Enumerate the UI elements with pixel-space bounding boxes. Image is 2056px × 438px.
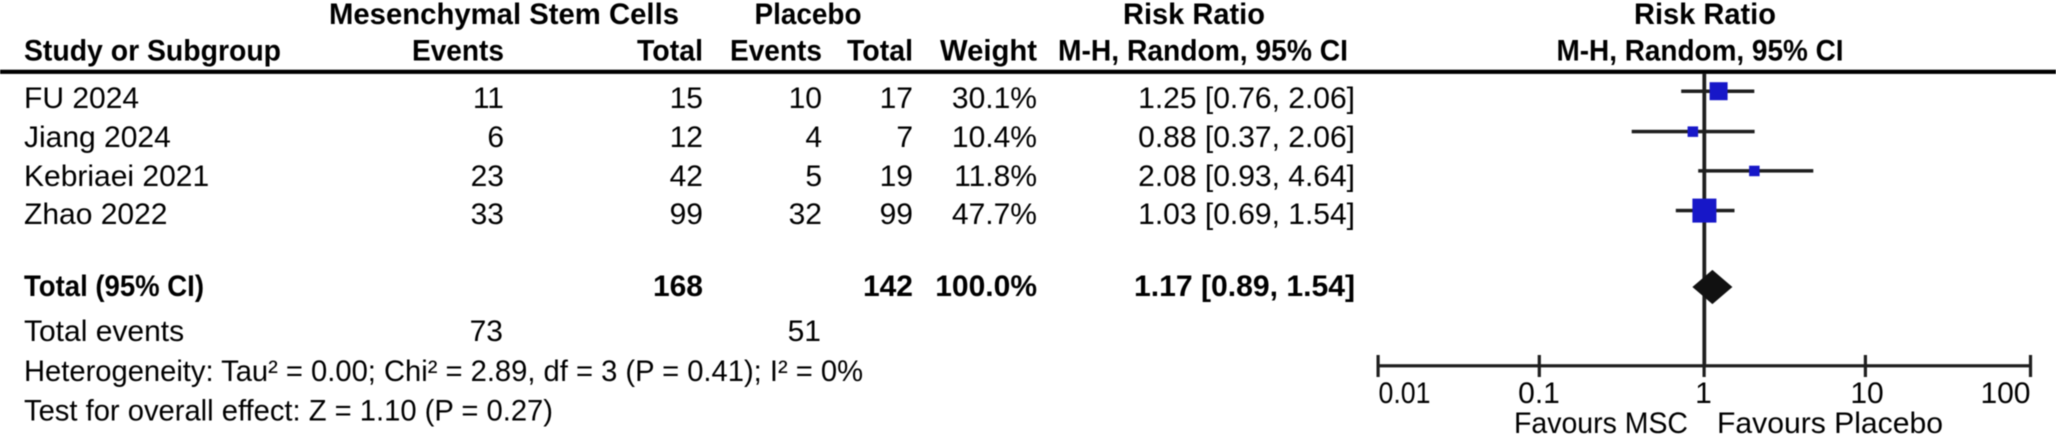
svg-text:73: 73	[470, 315, 503, 348]
svg-text:10.4%: 10.4%	[952, 121, 1037, 154]
svg-text:Placebo: Placebo	[755, 0, 862, 31]
svg-text:1: 1	[1695, 377, 1712, 410]
svg-text:7: 7	[896, 121, 913, 154]
svg-text:1.17 [0.89, 1.54]: 1.17 [0.89, 1.54]	[1134, 270, 1355, 303]
svg-text:FU 2024: FU 2024	[24, 82, 139, 115]
svg-text:Study or Subgroup: Study or Subgroup	[24, 34, 281, 67]
svg-text:Kebriaei 2021: Kebriaei 2021	[24, 160, 209, 193]
svg-text:17: 17	[880, 82, 913, 115]
svg-text:11.8%: 11.8%	[954, 160, 1037, 193]
svg-text:51: 51	[788, 315, 821, 348]
svg-text:100: 100	[1980, 377, 2030, 410]
svg-text:0.88 [0.37, 2.06]: 0.88 [0.37, 2.06]	[1138, 121, 1355, 154]
svg-text:Total: Total	[637, 34, 703, 67]
svg-text:32: 32	[789, 198, 822, 231]
svg-text:11: 11	[473, 82, 504, 115]
svg-text:Mesenchymal Stem Cells: Mesenchymal Stem Cells	[329, 0, 679, 31]
svg-text:100.0%: 100.0%	[935, 270, 1037, 303]
svg-text:Total: Total	[847, 34, 913, 67]
svg-text:6: 6	[487, 121, 504, 154]
svg-text:Risk Ratio: Risk Ratio	[1123, 0, 1265, 31]
svg-text:42: 42	[670, 160, 703, 193]
svg-text:99: 99	[670, 198, 703, 231]
svg-text:5: 5	[805, 160, 822, 193]
svg-text:12: 12	[670, 121, 703, 154]
svg-text:10: 10	[789, 82, 822, 115]
svg-text:M-H, Random, 95% CI: M-H, Random, 95% CI	[1557, 34, 1844, 67]
svg-text:99: 99	[880, 198, 913, 231]
svg-text:15: 15	[670, 82, 703, 115]
svg-text:1.25 [0.76, 2.06]: 1.25 [0.76, 2.06]	[1138, 82, 1355, 115]
svg-text:Heterogeneity: Tau² = 0.00; Ch: Heterogeneity: Tau² = 0.00; Chi² = 2.89,…	[24, 355, 863, 388]
svg-text:0.01: 0.01	[1379, 377, 1431, 410]
svg-text:Zhao 2022: Zhao 2022	[24, 198, 167, 231]
svg-text:Events: Events	[730, 34, 822, 67]
svg-text:33: 33	[471, 198, 504, 231]
svg-text:Events: Events	[412, 34, 504, 67]
svg-text:30.1%: 30.1%	[952, 82, 1037, 115]
svg-text:Favours Placebo: Favours Placebo	[1717, 407, 1943, 438]
svg-text:Risk Ratio: Risk Ratio	[1634, 0, 1776, 31]
svg-text:0.1: 0.1	[1518, 377, 1560, 410]
svg-text:Weight: Weight	[940, 34, 1037, 67]
svg-text:23: 23	[471, 160, 504, 193]
svg-text:19: 19	[880, 160, 913, 193]
svg-text:Jiang 2024: Jiang 2024	[24, 121, 171, 154]
svg-text:2.08 [0.93, 4.64]: 2.08 [0.93, 4.64]	[1138, 160, 1355, 193]
svg-text:M-H, Random, 95% CI: M-H, Random, 95% CI	[1058, 34, 1348, 67]
svg-text:10: 10	[1850, 377, 1883, 410]
svg-text:1.03 [0.69, 1.54]: 1.03 [0.69, 1.54]	[1138, 198, 1355, 231]
svg-text:Total (95% CI): Total (95% CI)	[24, 270, 204, 303]
svg-text:4: 4	[805, 121, 822, 154]
svg-text:47.7%: 47.7%	[952, 198, 1037, 231]
svg-text:Test for overall effect: Z = 1: Test for overall effect: Z = 1.10 (P = 0…	[24, 395, 553, 428]
svg-text:168: 168	[653, 270, 703, 303]
svg-text:142: 142	[863, 270, 913, 303]
svg-text:Favours MSC: Favours MSC	[1514, 407, 1688, 438]
svg-text:Total events: Total events	[24, 315, 184, 348]
